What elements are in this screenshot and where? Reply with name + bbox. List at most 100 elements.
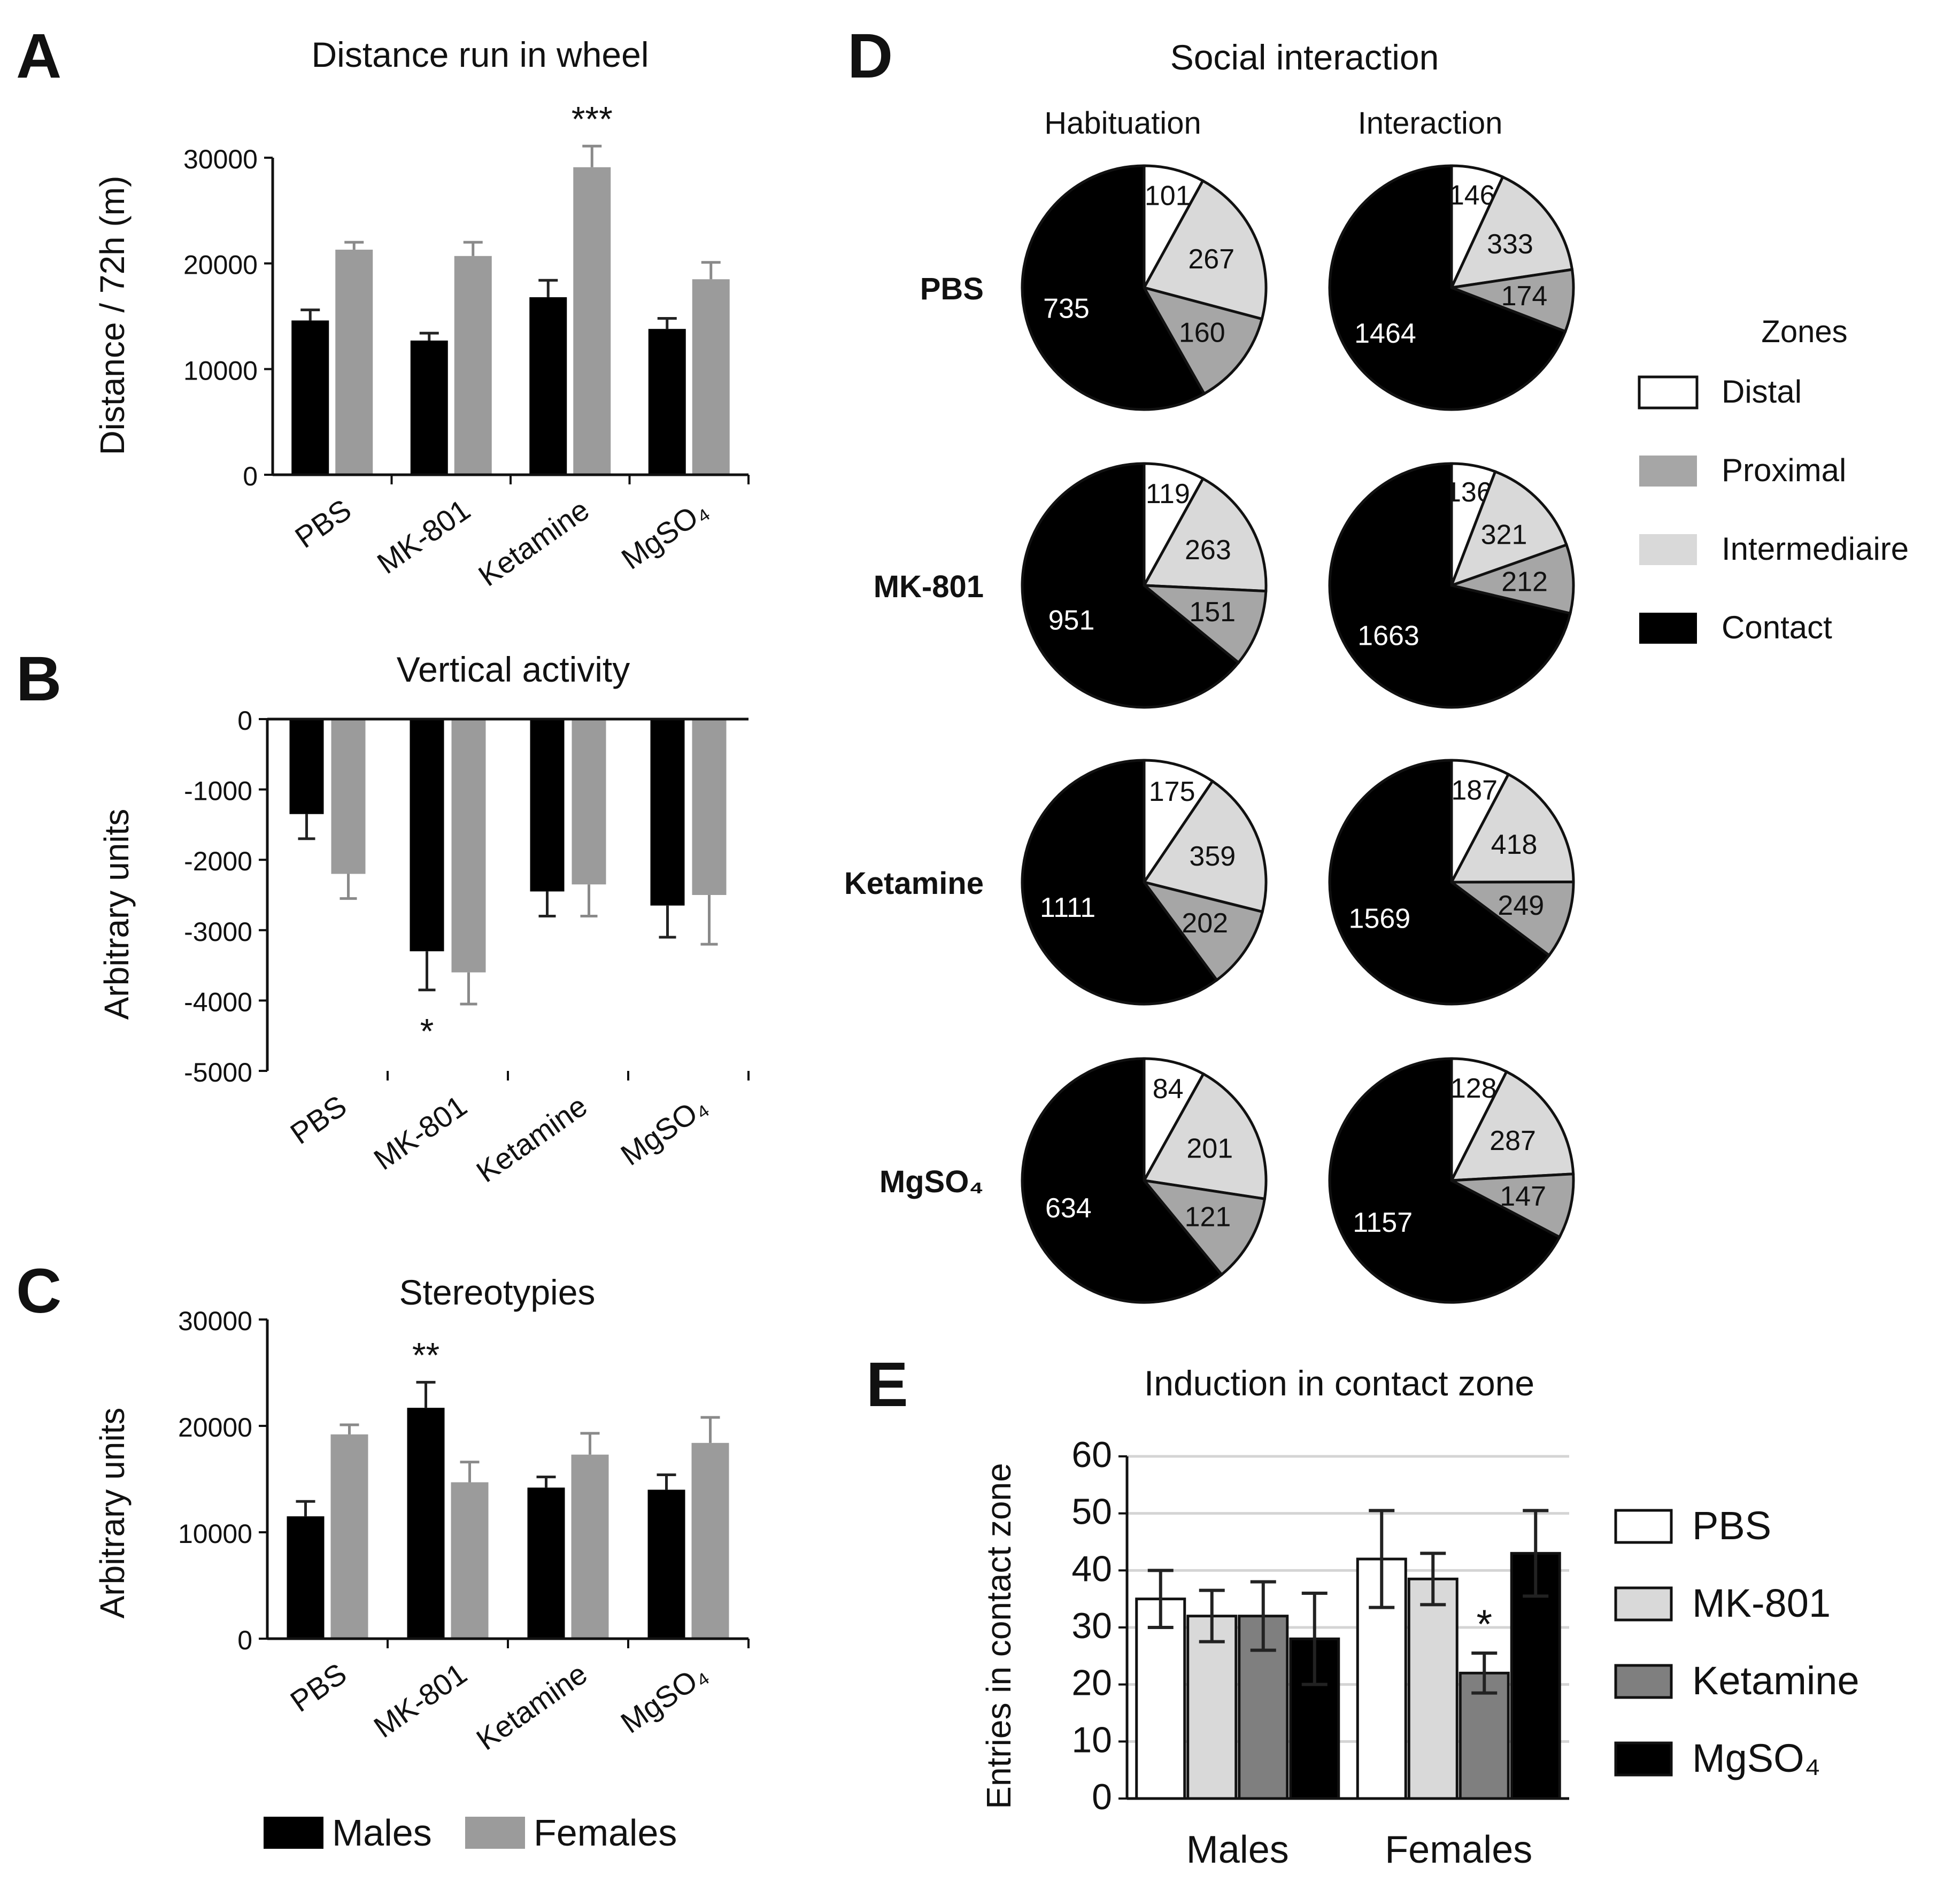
- pie-slice-proximal: [1140, 584, 1268, 665]
- y-tick-label: 0: [237, 706, 252, 736]
- bar-mk-801-0: [1186, 1615, 1238, 1800]
- bar-males-1: [410, 340, 448, 475]
- y-tick-label: 30: [1071, 1606, 1112, 1646]
- bar-females-0: [335, 249, 373, 475]
- legend-swatch: [1614, 1509, 1673, 1544]
- pie-slice-contact: [1328, 1057, 1562, 1304]
- y-tick-label: 30000: [178, 1306, 252, 1336]
- pie-slice-intermediaire: [1449, 175, 1574, 290]
- pie-slice-value: 263: [1185, 535, 1231, 566]
- legend-swatch: [1639, 456, 1697, 487]
- legend-label: MgSO₄: [1692, 1736, 1820, 1780]
- legend-swatch: [264, 1817, 323, 1849]
- bar-females-2: [572, 719, 606, 885]
- y-tick-label: 20: [1071, 1663, 1112, 1703]
- chart-title: Stereotypies: [399, 1272, 596, 1312]
- pie-slice-intermediaire: [1449, 1070, 1575, 1182]
- pie-slice-value: 187: [1451, 775, 1498, 806]
- chart-title: Vertical activity: [397, 650, 630, 689]
- pie-slice-value: 119: [1146, 479, 1190, 510]
- pie-slice-contact: [1328, 759, 1551, 1006]
- pie-slice-value: 175: [1149, 776, 1195, 807]
- row-label: MK-801: [874, 569, 984, 604]
- y-tick-label: -5000: [184, 1058, 252, 1087]
- pie-slice-value: 735: [1043, 293, 1090, 324]
- pie-slice-value: 1464: [1354, 318, 1416, 349]
- bar-females-3: [691, 1442, 729, 1639]
- legend-label: Males: [332, 1812, 432, 1854]
- pie-slice-value: 951: [1048, 605, 1095, 636]
- legend-label: Ketamine: [1692, 1658, 1859, 1703]
- pie-slice-contact: [1328, 164, 1568, 411]
- x-tick-label: Females: [1385, 1828, 1532, 1871]
- pie-1-0: 119 263 151 951: [1021, 462, 1268, 709]
- chart-title: Distance run in wheel: [312, 35, 649, 74]
- pie-2-0: 175 359 202 1111: [1021, 759, 1268, 1006]
- pie-slice-proximal: [1141, 285, 1264, 396]
- bar-males-0: [287, 1516, 325, 1639]
- y-tick-label: 30000: [183, 144, 258, 174]
- pie-slice-value: 146: [1449, 180, 1495, 211]
- pie-slice-value: 174: [1501, 281, 1548, 312]
- chart-title: Induction in contact zone: [1144, 1363, 1534, 1403]
- pie-slice-value: 249: [1498, 890, 1544, 921]
- legend-label: Proximal: [1722, 452, 1846, 488]
- bar-males-0: [289, 719, 324, 814]
- bar-females-1: [451, 1482, 489, 1639]
- pie-slice-value: 333: [1487, 229, 1533, 260]
- pie-slice-proximal: [1447, 881, 1575, 958]
- pie-slice-contact: [1328, 462, 1572, 709]
- pie-slice-intermediaire: [1449, 772, 1575, 884]
- legend-label: Females: [534, 1812, 677, 1854]
- significance-marker: *: [420, 1012, 434, 1051]
- panel-label: B: [16, 644, 61, 714]
- legend-treatments: PBS MK-801 Ketamine MgSO₄: [1614, 1503, 1859, 1780]
- pie-slice-value: 84: [1153, 1074, 1184, 1105]
- bar-mk-801-1: [1407, 1577, 1459, 1800]
- pie-slice-contact: [1021, 164, 1206, 411]
- pie-slice-value: 1157: [1353, 1207, 1413, 1238]
- legend-swatch: [1638, 375, 1699, 410]
- column-label: Habituation: [1044, 106, 1201, 141]
- bar-males-1: [407, 1408, 445, 1639]
- pie-slice-value: 160: [1179, 318, 1225, 349]
- legend-label: Distal: [1722, 374, 1802, 410]
- pie-slice-intermediaire: [1142, 1072, 1268, 1201]
- pie-slice-value: 128: [1450, 1073, 1497, 1104]
- y-tick-label: 0: [243, 461, 258, 491]
- y-tick-label: 50: [1071, 1492, 1112, 1532]
- pie-slice-value: 121: [1185, 1202, 1231, 1233]
- row-label: PBS: [920, 272, 984, 306]
- legend-swatch: [1614, 1664, 1673, 1699]
- y-tick-label: 10000: [183, 356, 258, 385]
- legend-males-females: Males Females: [264, 1812, 677, 1854]
- bar-females-3: [692, 719, 727, 895]
- y-tick-label: 0: [237, 1625, 252, 1655]
- y-tick-label: -2000: [184, 846, 252, 876]
- pie-slice-proximal: [1140, 1178, 1267, 1277]
- bar-females-2: [573, 167, 611, 475]
- legend-label: Contact: [1722, 609, 1832, 645]
- row-label: Ketamine: [844, 866, 984, 901]
- x-tick-label: Males: [1186, 1828, 1289, 1871]
- bar-females-1: [451, 719, 486, 973]
- legend-swatch: [1614, 1741, 1673, 1777]
- panel-label: E: [866, 1349, 908, 1420]
- pie-slice-value: 1111: [1040, 892, 1095, 923]
- pie-slice-value: 147: [1500, 1181, 1546, 1212]
- pie-slice-distal: [1143, 759, 1215, 887]
- panel-c: C Stereotypies Arbitrary units 0 10000 20000 3…: [16, 1256, 750, 1757]
- pie-slice-value: 418: [1491, 829, 1538, 860]
- legend-swatch: [1614, 1586, 1673, 1622]
- bar-males-2: [527, 1487, 565, 1639]
- bar-males-2: [530, 719, 565, 892]
- panel-d: D Social interaction Habituation Interactio…: [844, 21, 1909, 1304]
- pie-2-1: 187 418 249 1569: [1328, 759, 1575, 1006]
- pie-slice-intermediaire: [1141, 476, 1268, 593]
- pie-slice-proximal: [1446, 1172, 1575, 1239]
- pie-slice-intermediaire: [1141, 779, 1268, 914]
- legend-swatch: [1639, 613, 1697, 644]
- bar-males-1: [410, 719, 444, 952]
